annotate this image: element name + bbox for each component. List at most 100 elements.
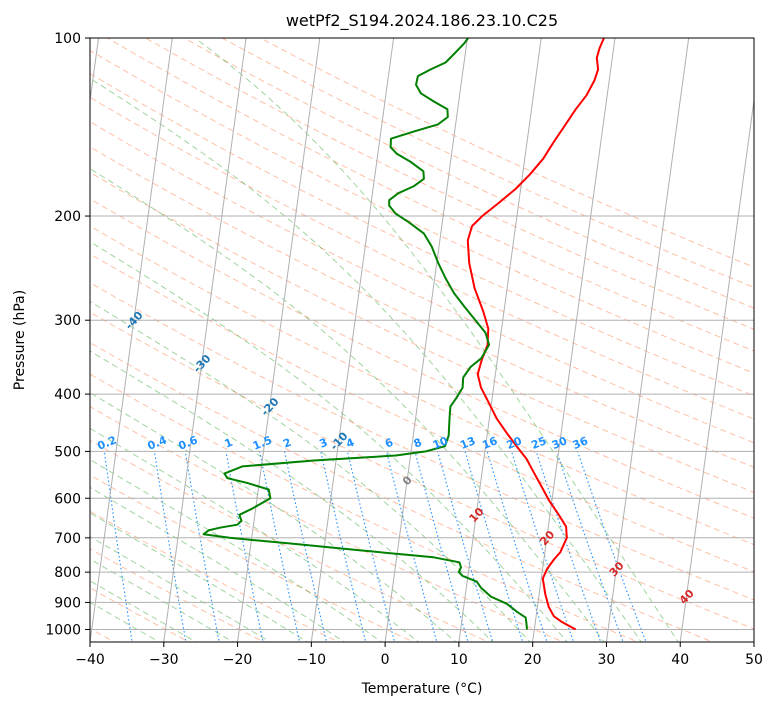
moist-adiabat-line <box>90 168 605 642</box>
y-tick-label: 800 <box>54 565 81 581</box>
isotherm-label: 30 <box>607 559 627 579</box>
isotherm-line <box>384 38 468 642</box>
x-tick-label: 40 <box>671 652 689 668</box>
y-axis-label: Pressure (hPa) <box>12 290 28 390</box>
isotherm-line <box>310 38 395 642</box>
dry-adiabat-line <box>90 474 415 642</box>
plot-area: 0.10.20.40.611.52346810131620253036-100-… <box>0 38 754 644</box>
dry-adiabat-line <box>90 342 715 642</box>
isotherm-label: -30 <box>191 352 214 376</box>
dry-adiabat-line <box>90 73 754 397</box>
profile-series <box>202 38 605 631</box>
dry-adiabat-line <box>90 439 490 642</box>
dry-adiabat-line <box>90 548 265 642</box>
mixing-ratio-line <box>464 451 524 642</box>
dry-adiabat-line <box>90 49 754 374</box>
isotherm-label: -60 <box>0 217 11 241</box>
dry-adiabat-line <box>106 38 754 352</box>
dry-adiabat-line <box>259 38 754 268</box>
x-tick-label: −40 <box>75 652 105 668</box>
x-tick-label: 10 <box>450 652 468 668</box>
mixing-ratio-line <box>184 451 220 642</box>
mixing-ratio-line <box>57 451 82 644</box>
mixing-ratio-line <box>284 451 327 642</box>
mixing-ratio-label: 36 <box>571 434 590 452</box>
y-tick-label: 400 <box>54 387 81 403</box>
x-tick-label: 20 <box>524 652 542 668</box>
mixing-ratio-lines <box>57 451 647 644</box>
x-tick-label: −30 <box>149 652 179 668</box>
mixing-ratio-label: 20 <box>505 434 524 452</box>
mixing-ratio-line <box>320 451 367 642</box>
dry-adiabat-line <box>90 225 754 546</box>
mixing-ratio-line <box>225 451 264 642</box>
isotherm-line <box>753 638 754 642</box>
isotherm-line <box>532 38 616 642</box>
y-tick-label: 200 <box>54 209 81 225</box>
dry-adiabat-line <box>90 406 565 642</box>
isotherm-label: -10 <box>328 429 351 453</box>
pressure-gridlines <box>90 38 754 630</box>
moist-adiabat-line <box>90 535 272 642</box>
mixing-ratio-line <box>510 451 575 642</box>
y-tick-label: 900 <box>54 595 81 611</box>
mixing-ratio-label: 25 <box>529 434 548 452</box>
y-tick-label: 700 <box>54 531 81 547</box>
mixing-ratio-label: 30 <box>550 434 569 452</box>
mixing-ratio-label: 10 <box>431 434 450 452</box>
moist-adiabat-line <box>90 427 420 642</box>
plot-frame <box>89 37 755 643</box>
mixing-ratio-line <box>153 451 187 642</box>
y-tick-label: 500 <box>54 444 81 460</box>
mixing-ratio-line <box>535 451 602 642</box>
x-tick-label: −10 <box>297 652 327 668</box>
mixing-ratio-label: 8 <box>412 436 424 451</box>
moist-adiabat-line <box>90 459 383 642</box>
x-axis-ticks: −40 −30 −20 −10 0 10 20 30 40 50 <box>75 642 763 668</box>
isotherm-label: -40 <box>123 309 146 333</box>
dry-adiabat-line <box>90 121 754 444</box>
mixing-ratio-line <box>259 451 301 642</box>
isotherm-label: -50 <box>55 267 78 291</box>
x-tick-label: 30 <box>598 652 616 668</box>
dewpoint-profile-line <box>202 38 528 630</box>
isotherm-label: 40 <box>677 587 697 607</box>
mixing-ratio-label: 1 <box>223 436 235 451</box>
isotherm-lines <box>90 38 754 642</box>
x-tick-label: −20 <box>223 652 253 668</box>
x-axis-label: Temperature (°C) <box>361 681 483 697</box>
mixing-ratio-label: 0.4 <box>146 433 169 452</box>
moist-adiabat-line <box>90 77 642 642</box>
isotherm-line <box>679 96 754 642</box>
mixing-ratio-label: 16 <box>480 434 499 452</box>
temperature-profile-line <box>466 38 605 631</box>
dry-adiabat-line <box>90 198 754 519</box>
mixing-ratio-label: 0.2 <box>96 433 119 452</box>
mixing-ratio-line <box>486 451 548 642</box>
mixing-ratio-line <box>577 451 647 642</box>
chart-title: wetPf2_S194.2024.186.23.10.C25 <box>286 11 558 31</box>
x-tick-label: 50 <box>745 652 763 668</box>
mixing-ratio-line <box>414 451 469 642</box>
y-tick-label: 1000 <box>45 622 81 638</box>
mixing-ratio-label: 3 <box>318 436 330 451</box>
isotherm-line <box>163 38 247 642</box>
mixing-ratio-line <box>556 451 624 642</box>
y-tick-label: 100 <box>54 31 81 47</box>
moist-adiabat-line <box>90 241 568 642</box>
x-tick-label: 0 <box>381 652 390 668</box>
isotherm-line <box>605 38 690 642</box>
mixing-ratio-label: 1.5 <box>251 433 274 452</box>
mixing-ratio-line <box>385 451 438 642</box>
isotherm-label: 20 <box>537 528 557 548</box>
dry-adiabat-line <box>90 373 640 642</box>
y-tick-label: 600 <box>54 491 81 507</box>
mixing-ratio-line <box>346 451 396 642</box>
isotherm-line <box>458 38 542 642</box>
dry-adiabat-line <box>90 146 754 468</box>
dry-adiabat-line <box>90 171 754 493</box>
y-axis-ticks: 100 200 300 400 500 600 700 800 900 1000 <box>45 31 90 638</box>
isotherm-line <box>90 38 100 105</box>
dry-adiabat-line <box>182 38 754 309</box>
